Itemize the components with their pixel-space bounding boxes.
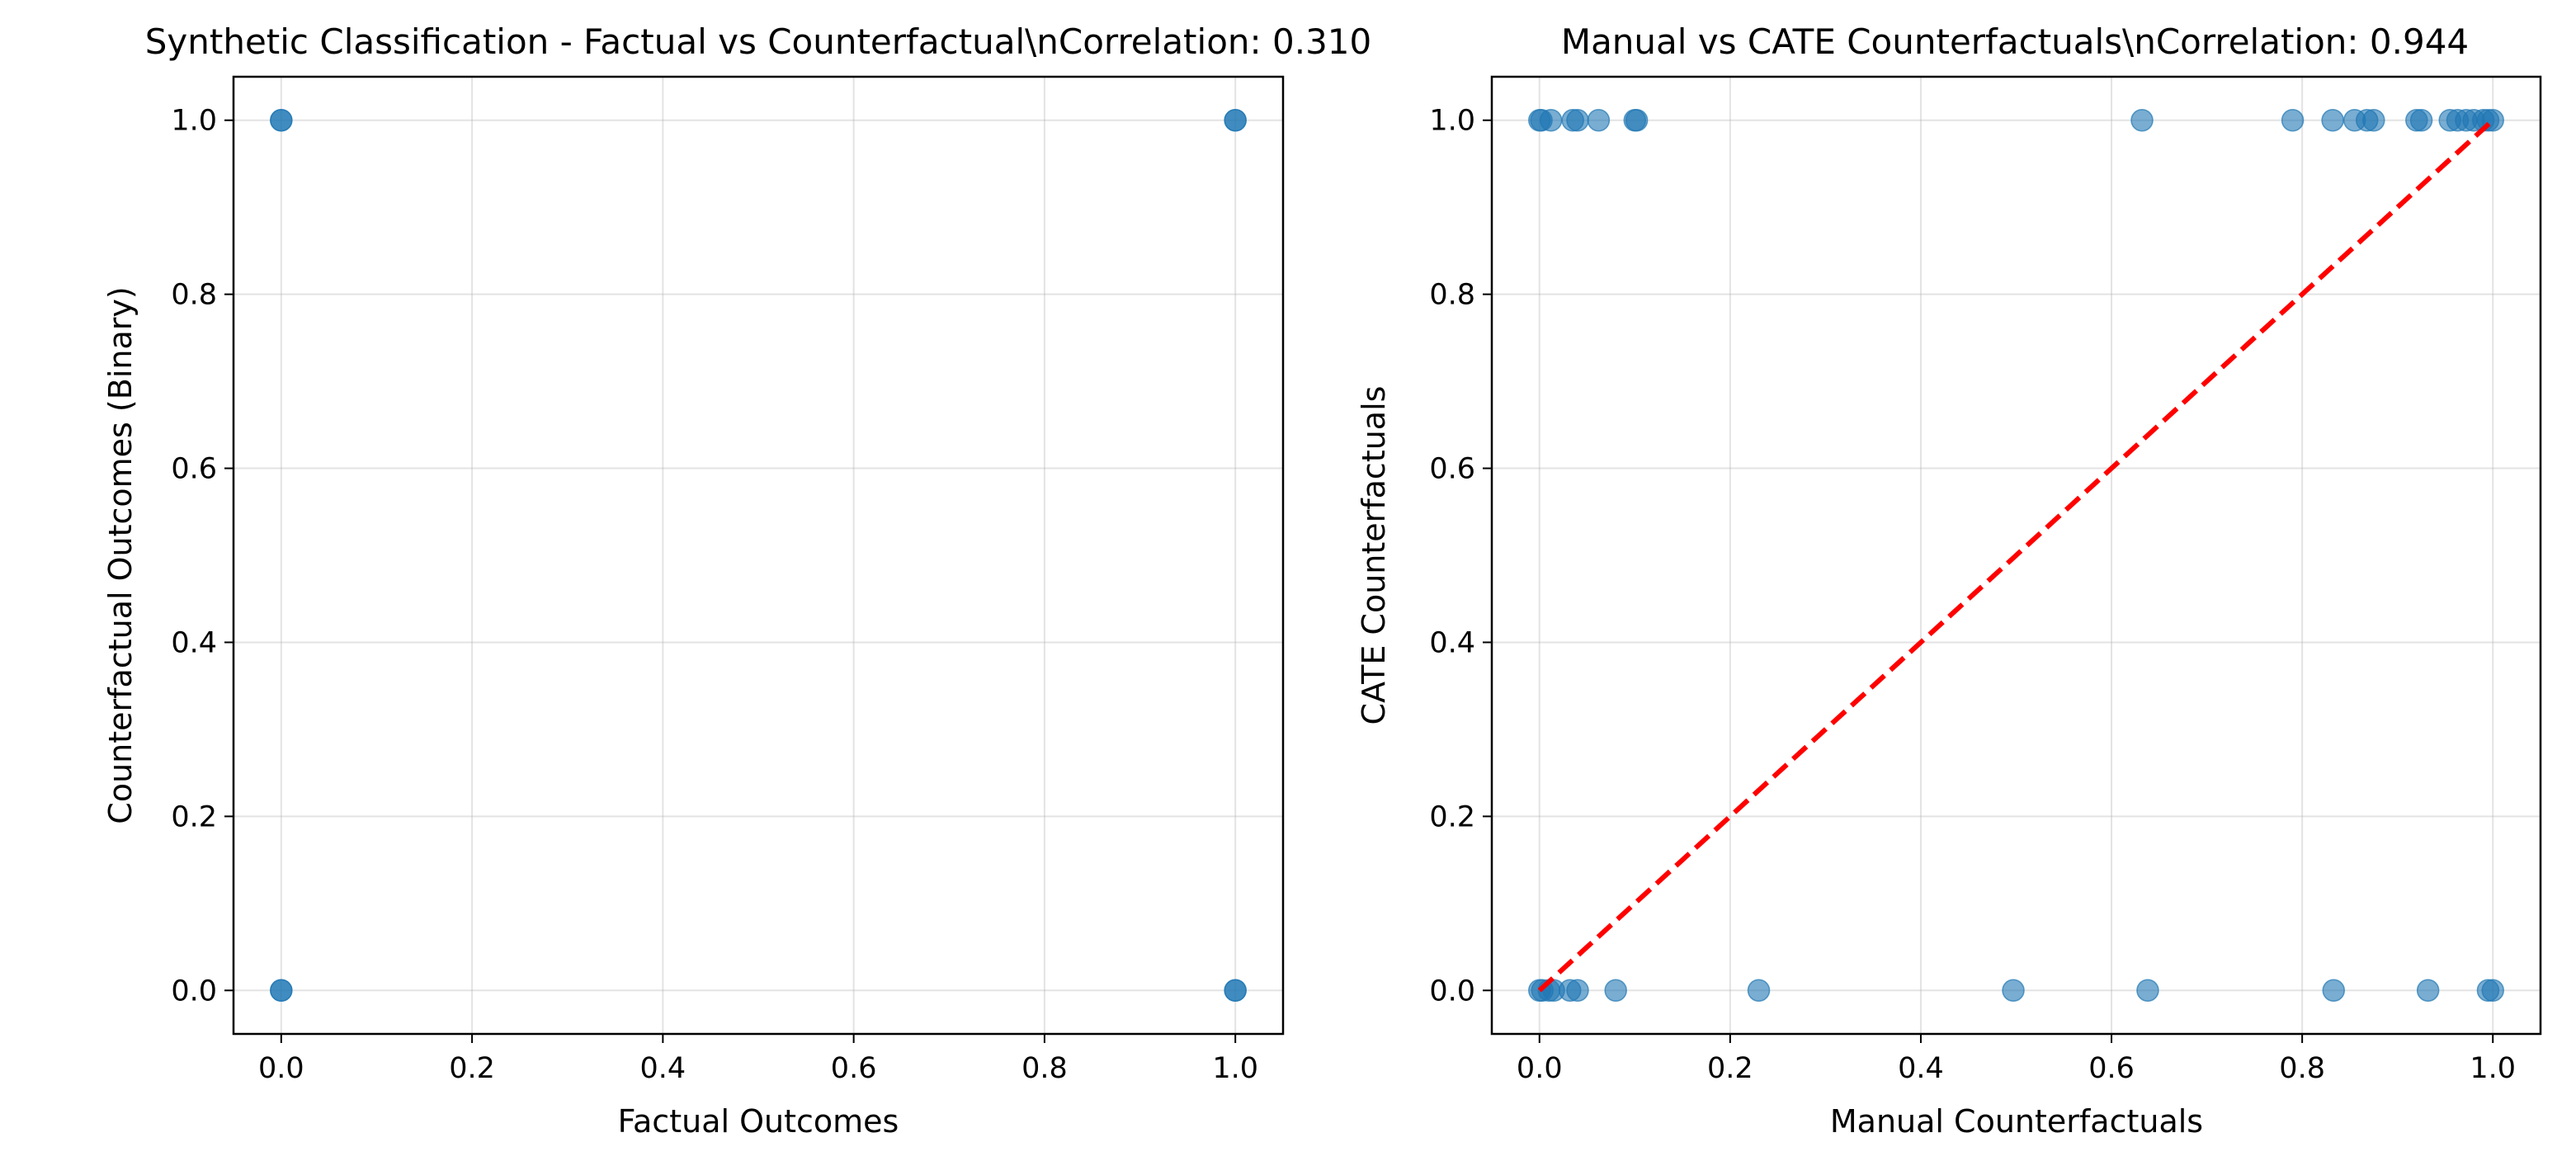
right-chart-x-tick-label: 0.4: [1898, 1052, 1944, 1085]
right-chart-reference-line: [1537, 118, 2495, 993]
right-chart-x-tick-label: 1.0: [2470, 1052, 2516, 1085]
left-chart-data-point: [270, 108, 293, 132]
left-chart-y-tick-label: 0.2: [171, 800, 217, 833]
right-chart-data-point: [2416, 979, 2440, 1003]
right-chart-axes-frame: [1490, 75, 2542, 1036]
right-chart-x-tick-label: 0.0: [1517, 1052, 1563, 1085]
right-chart-data-point: [2002, 979, 2025, 1003]
left-chart-y-tick-label: 0.6: [171, 453, 217, 486]
right-chart-data-point: [1566, 108, 1589, 132]
right-chart-y-tick-label: 1.0: [1429, 105, 1475, 138]
right-chart-y-tick-label: 0.8: [1429, 279, 1475, 312]
left-chart-data-point: [1224, 108, 1247, 132]
left-chart-y-tick-label: 0.8: [171, 279, 217, 312]
left-chart-y-tick-label: 0.0: [171, 975, 217, 1008]
right-chart-y-tick-label: 0.6: [1429, 453, 1475, 486]
right-chart-y-tick-label: 0.0: [1429, 975, 1475, 1008]
left-chart-title: Synthetic Classification - Factual vs Co…: [145, 21, 1372, 62]
right-chart-data-point: [2321, 108, 2344, 132]
right-chart-reference-line-group: [1537, 118, 2495, 993]
left-chart-x-tick-label: 0.2: [449, 1052, 495, 1085]
right-chart-data-point: [1566, 979, 1589, 1003]
right-chart-data-point: [2481, 979, 2504, 1003]
left-scatter-chart: Synthetic Classification - Factual vs Co…: [102, 21, 1371, 1140]
right-chart-x-tick-label: 0.2: [1707, 1052, 1753, 1085]
left-chart-x-tick-label: 0.8: [1021, 1052, 1068, 1085]
right-chart-data-point: [1747, 979, 1771, 1003]
right-chart-data-point: [2362, 108, 2385, 132]
left-chart-ticks: 0.0 0.2 0.4 0.6 0.8 1.0 0.0 0.2 0.4 0.6 0.8 1.0: [171, 105, 1258, 1085]
right-chart-ticks: 0.0 0.2 0.4 0.6 0.8 1.0 0.0 0.2 0.4 0.6 0.8 1.0: [1429, 105, 2516, 1085]
right-chart-y-axis-label: CATE Counterfactuals: [1356, 386, 1392, 725]
right-chart-data-point: [1625, 108, 1649, 132]
left-chart-points: [270, 108, 1247, 1003]
right-chart-x-tick-label: 0.8: [2279, 1052, 2325, 1085]
right-chart-data-point: [2130, 108, 2154, 132]
right-chart-data-point: [2136, 979, 2159, 1003]
left-chart-grid: [234, 77, 1283, 1034]
right-chart-data-point: [1539, 108, 1563, 132]
right-chart-data-point: [2322, 979, 2346, 1003]
right-chart-x-axis-label: Manual Counterfactuals: [1830, 1103, 2203, 1140]
right-chart-y-tick-label: 0.4: [1429, 626, 1475, 659]
left-chart-x-tick-label: 0.6: [831, 1052, 877, 1085]
right-chart-data-point: [2281, 108, 2305, 132]
left-chart-x-tick-label: 1.0: [1212, 1052, 1258, 1085]
left-chart-x-axis-label: Factual Outcomes: [618, 1103, 899, 1140]
right-chart-data-point: [2409, 108, 2433, 132]
right-chart-data-point: [1587, 108, 1611, 132]
left-chart-axes-frame: [232, 75, 1285, 1036]
right-chart-title: Manual vs CATE Counterfactuals\nCorrelat…: [1561, 21, 2469, 62]
left-chart-x-tick-label: 0.4: [640, 1052, 686, 1085]
right-chart-data-point: [1604, 979, 1627, 1003]
right-chart-y-tick-label: 0.2: [1429, 800, 1475, 833]
left-chart-x-tick-label: 0.0: [258, 1052, 304, 1085]
right-scatter-chart: Manual vs CATE Counterfactuals\nCorrelat…: [1356, 21, 2542, 1140]
left-chart-data-point: [270, 979, 293, 1003]
left-chart-y-tick-label: 0.4: [171, 626, 217, 659]
left-chart-data-point: [1224, 979, 1247, 1003]
left-chart-y-tick-label: 1.0: [171, 105, 217, 138]
right-chart-x-tick-label: 0.6: [2088, 1052, 2135, 1085]
left-chart-y-axis-label: Counterfactual Outcomes (Binary): [102, 286, 139, 824]
